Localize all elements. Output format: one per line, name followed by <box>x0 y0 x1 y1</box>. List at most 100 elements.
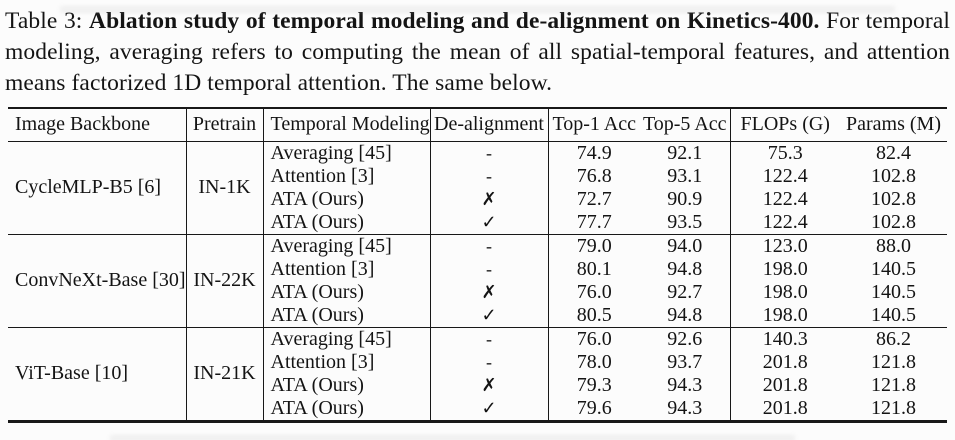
cell-top5-acc: 94.3 <box>640 373 731 397</box>
table-row: ATA (Ours) ✓ 79.6 94.3 201.8 121.8 <box>8 396 947 421</box>
cell-de-alignment: - <box>430 326 549 351</box>
cell-params: 102.8 <box>871 187 916 210</box>
ablation-results-table: Image Backbone Pretrain Temporal Modelin… <box>8 107 947 423</box>
cell-top5-acc: 93.5 <box>640 210 731 234</box>
cell-temporal-modeling: ATA (Ours) <box>263 210 431 234</box>
cell-params: 121.8 <box>871 350 916 373</box>
cell-top1-acc: 76.8 <box>576 164 612 187</box>
cell-de-alignment: ✗ <box>430 373 549 397</box>
cell-params: 121.8 <box>871 373 916 396</box>
cell-flops: 122.4 <box>762 187 808 210</box>
cell-top5-acc: 90.9 <box>640 187 731 211</box>
cell-de-alignment: - <box>430 350 549 374</box>
caption-bold-title: Ablation study of temporal modeling and … <box>89 8 820 34</box>
cell-de-alignment: - <box>430 141 549 165</box>
cell-top1-acc: 78.0 <box>576 350 612 373</box>
scan-artifact-bottom <box>110 435 795 440</box>
cell-de-alignment: ✓ <box>430 303 549 327</box>
cell-flops: 122.4 <box>762 210 808 233</box>
col-header-image-backbone: Image Backbone <box>8 108 187 142</box>
cell-top5-acc: 92.1 <box>640 141 731 165</box>
cell-top1-acc: 74.9 <box>576 141 612 164</box>
col-header-de-alignment: De-alignment <box>430 108 549 142</box>
cell-flops: 198.0 <box>762 257 808 280</box>
col-header-params: Params (M) <box>840 108 947 142</box>
cell-temporal-modeling: Averaging [45] <box>263 233 431 258</box>
cell-top5-acc: 92.7 <box>640 280 731 304</box>
cell-temporal-modeling: ATA (Ours) <box>263 373 431 397</box>
cell-de-alignment: ✓ <box>430 396 549 421</box>
cell-temporal-modeling: Attention [3] <box>263 257 431 281</box>
cell-pretrain: IN-22K <box>186 233 264 327</box>
cell-params: 86.2 <box>840 326 947 351</box>
cell-top1-acc: 79.6 <box>576 396 612 419</box>
cell-flops: 140.3 <box>730 326 840 351</box>
cell-params: 102.8 <box>871 164 916 187</box>
caption-body-text: For temporal modeling, averaging refers … <box>5 8 950 96</box>
cell-params: 82.4 <box>876 141 911 164</box>
table-row: ATA (Ours) ✗ 79.3 94.3 201.8 121.8 <box>8 373 947 397</box>
cell-temporal-modeling: Attention [3] <box>263 350 431 374</box>
cell-top1-acc: 80.5 <box>576 303 612 326</box>
cell-top1-acc: 79.0 <box>548 233 640 258</box>
cell-de-alignment: ✗ <box>430 280 549 304</box>
cell-top5-acc: 92.6 <box>640 326 731 351</box>
cell-flops: 123.0 <box>730 233 840 258</box>
cell-top1-acc: 80.1 <box>576 257 612 280</box>
cell-top1-acc: 79.3 <box>576 373 612 396</box>
cell-params: 140.5 <box>871 257 916 280</box>
cell-de-alignment: - <box>430 233 549 258</box>
cell-temporal-modeling: Averaging [45] <box>263 141 431 165</box>
cell-de-alignment: - <box>430 257 549 281</box>
col-header-pretrain: Pretrain <box>186 108 264 142</box>
cell-temporal-modeling: Averaging [45] <box>263 326 431 351</box>
cell-top5-acc: 94.8 <box>640 257 731 281</box>
cell-top5-acc: 94.3 <box>640 396 731 421</box>
table-row: ATA (Ours) ✓ 80.5 94.8 198.0 140.5 <box>8 303 947 327</box>
cell-params: 121.8 <box>871 396 916 419</box>
cell-image-backbone: CycleMLP-B5 [6] <box>8 141 187 234</box>
table-row: ATA (Ours) ✗ 72.7 90.9 122.4 102.8 <box>8 187 947 211</box>
cell-top5-acc: 94.0 <box>640 233 731 258</box>
header-row: Image Backbone Pretrain Temporal Modelin… <box>8 108 947 142</box>
cell-flops: 201.8 <box>762 350 808 373</box>
cell-params: 140.5 <box>871 280 916 303</box>
cell-params: 88.0 <box>840 233 947 258</box>
cell-temporal-modeling: ATA (Ours) <box>263 280 431 304</box>
cell-pretrain: IN-21K <box>186 326 264 421</box>
table-row: ATA (Ours) ✗ 76.0 92.7 198.0 140.5 <box>8 280 947 304</box>
cell-flops: 122.4 <box>762 164 808 187</box>
cell-temporal-modeling: ATA (Ours) <box>263 303 431 327</box>
cell-top5-acc: 94.8 <box>640 303 731 327</box>
cell-top1-acc: 76.0 <box>576 280 612 303</box>
cell-temporal-modeling: ATA (Ours) <box>263 187 431 211</box>
cell-pretrain: IN-1K <box>186 141 264 234</box>
table-body: CycleMLP-B5 [6] IN-1K Averaging [45] -74.9 9… <box>8 141 947 421</box>
cell-flops: 198.0 <box>762 303 808 326</box>
cell-de-alignment: ✗ <box>430 187 549 211</box>
table-row: CycleMLP-B5 [6] IN-1K Averaging [45] - 74.9 9… <box>8 141 947 234</box>
table-row: ConvNeXt-Base [30] IN-22K Averaging [45] -7… <box>8 233 947 327</box>
table-row: Attention [3] - 80.1 94.8 198.0 140.5 <box>8 257 947 281</box>
paper-page: Table 3: Ablation study of temporal mode… <box>0 6 955 440</box>
table-row: ATA (Ours) ✓ 77.7 93.5 122.4 102.8 <box>8 210 947 234</box>
cell-temporal-modeling: ATA (Ours) <box>263 396 431 421</box>
cell-flops: 75.3 <box>767 141 803 164</box>
cell-top1-acc: 77.7 <box>576 210 612 233</box>
col-header-top5-acc: Top-5 Acc <box>640 108 731 142</box>
cell-image-backbone: ViT-Base [10] <box>8 326 187 421</box>
cell-params: 102.8 <box>871 210 916 233</box>
table-row: ViT-Base [10] IN-21K Averaging [45] -76.0 92… <box>8 326 947 421</box>
cell-temporal-modeling: Attention [3] <box>263 164 431 188</box>
cell-top1-acc: 72.7 <box>576 187 612 210</box>
cell-flops: 198.0 <box>762 280 808 303</box>
cell-flops: 201.8 <box>762 373 808 396</box>
table-row: Attention [3] - 78.0 93.7 201.8 121.8 <box>8 350 947 374</box>
col-header-flops: FLOPs (G) <box>730 108 840 142</box>
cell-top1-acc: 76.0 <box>548 326 640 351</box>
col-header-top1-acc: Top-1 Acc <box>548 108 640 142</box>
cell-params: 140.5 <box>871 303 916 326</box>
cell-flops: 201.8 <box>762 396 808 419</box>
cell-de-alignment: ✓ <box>430 210 549 234</box>
table-caption: Table 3: Ablation study of temporal mode… <box>5 6 950 99</box>
